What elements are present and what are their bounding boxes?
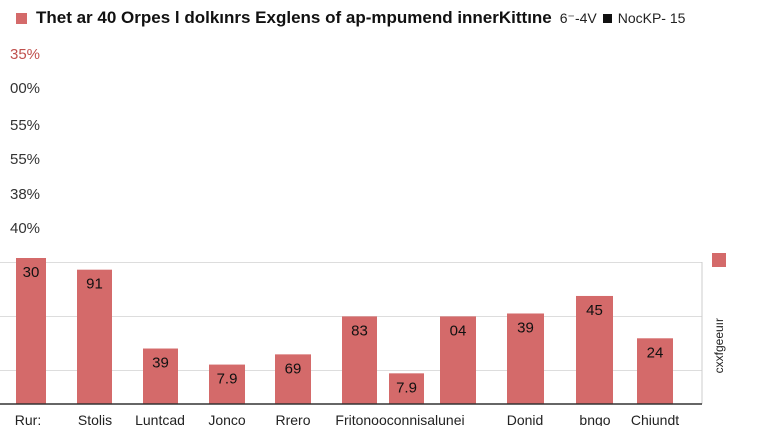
data-label: 45	[586, 302, 603, 319]
bar	[389, 373, 424, 404]
bar	[209, 364, 245, 404]
title-swatch	[16, 12, 27, 24]
x-tick-label: Rur:	[14, 412, 42, 426]
x-tick-label: bngo	[579, 412, 611, 426]
y-tick-label: 40%	[10, 220, 41, 237]
data-label: 24	[647, 344, 664, 361]
x-tick-label: Luntcad	[135, 412, 185, 426]
x-tick-label: Stolis	[77, 412, 113, 426]
bar	[576, 295, 613, 404]
data-label: 91	[86, 276, 103, 293]
chart-subtitle: 6⁻-4V	[559, 9, 597, 26]
data-label: 69	[285, 360, 302, 377]
x-tick-label: Chiundt	[630, 412, 680, 426]
chart-title: Thet ar 40 Orpes l dolkınrs Exglens of a…	[36, 8, 552, 27]
bar	[77, 269, 112, 404]
bar	[507, 313, 544, 404]
y-tick-label: 38%	[10, 186, 41, 203]
y-tick-label: 55%	[10, 117, 41, 134]
data-label: 30	[23, 264, 40, 281]
data-label: 39	[517, 319, 534, 336]
bar	[143, 348, 178, 404]
data-label: 39	[152, 355, 169, 372]
y-tick-label: 00%	[10, 80, 41, 97]
data-label: 7.9	[396, 379, 417, 396]
gridline	[0, 262, 702, 263]
x-tick-label: Jonco	[208, 412, 246, 426]
bar	[440, 316, 476, 404]
bar	[275, 354, 311, 404]
bar	[16, 258, 46, 404]
x-tick-label: Fritonooconnisalunei	[335, 412, 465, 426]
legend-label: cxxfgeeuır	[712, 318, 726, 374]
data-label: 7.9	[217, 371, 238, 388]
x-tick-label: Donid	[506, 412, 544, 426]
y-tick-label: 55%	[10, 151, 41, 168]
x-tick-label: Rrero	[275, 412, 311, 426]
bar	[342, 316, 377, 404]
legend-extra: NocKP- 15	[617, 10, 686, 26]
y-tick-label: 35%	[10, 46, 41, 63]
data-label: 83	[351, 322, 368, 339]
legend-swatch	[712, 253, 726, 267]
legend-black-swatch	[602, 13, 612, 23]
bar	[637, 338, 673, 404]
chart-header: Thet ar 40 Orpes l dolkınrs Exglens of a…	[16, 8, 685, 28]
data-label: 04	[450, 322, 467, 339]
